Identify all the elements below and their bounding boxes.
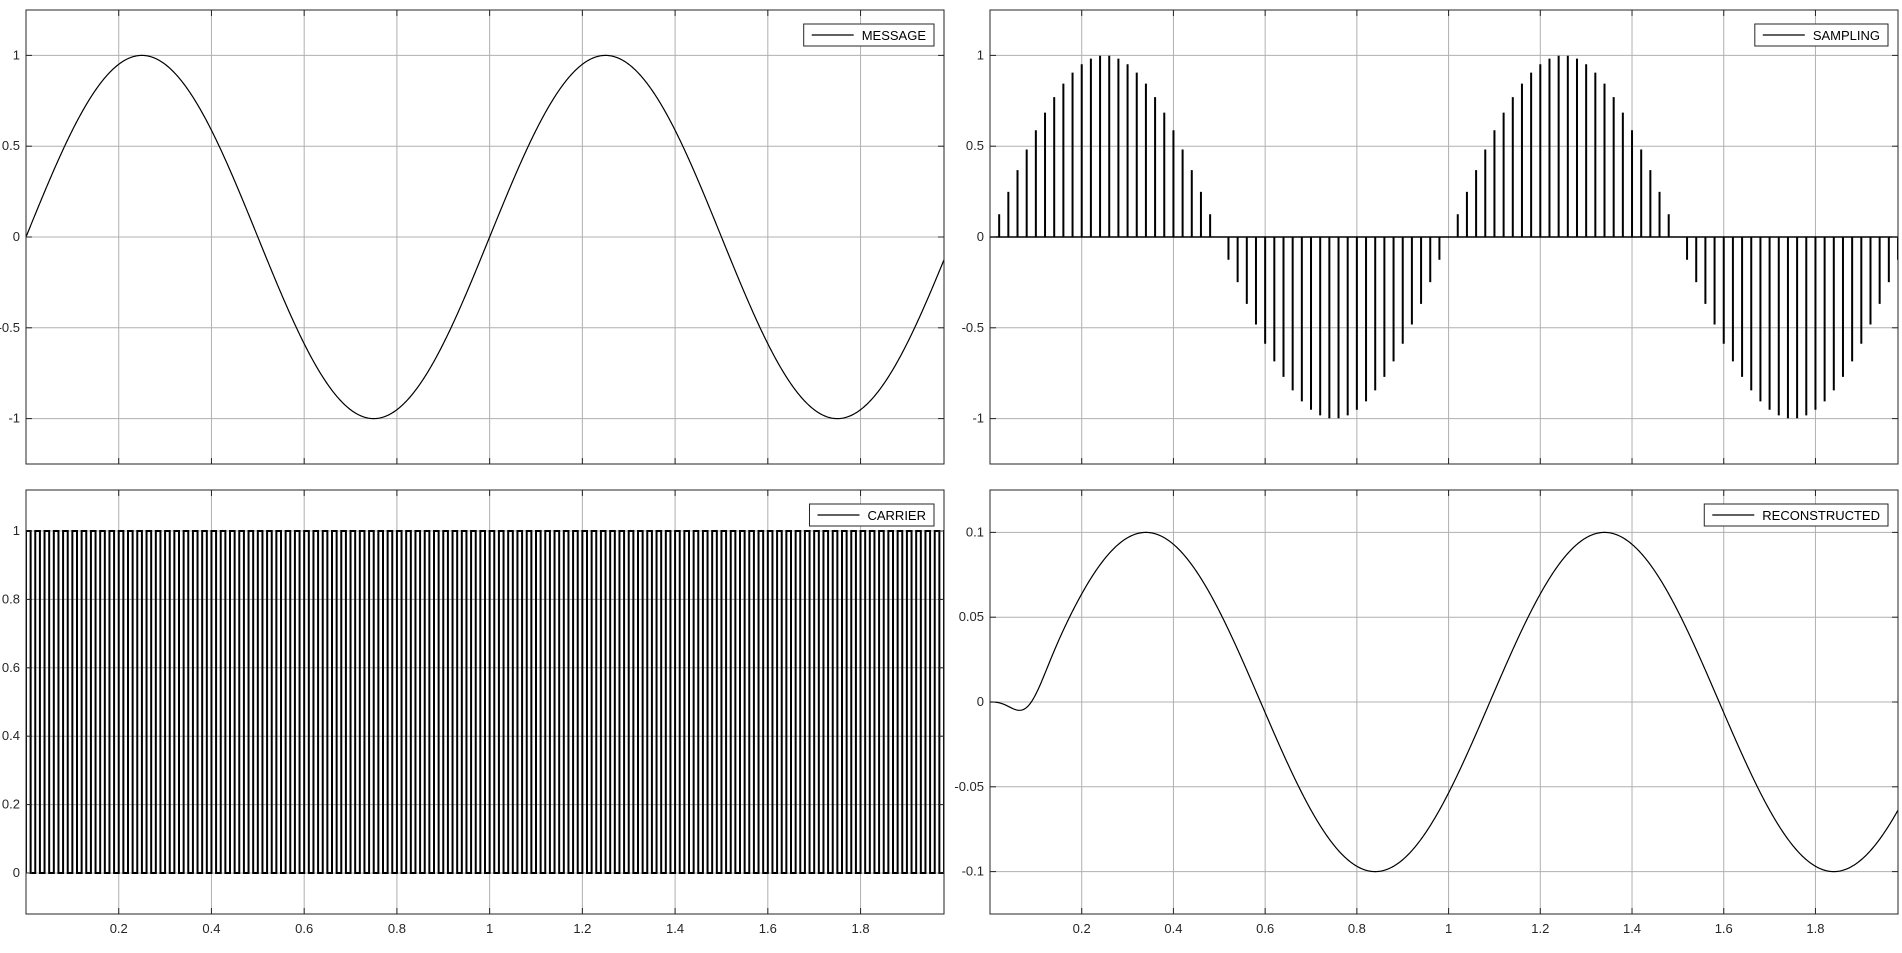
carrier-xtick-label: 0.8 (388, 921, 406, 936)
carrier-ytick-label: 0.6 (2, 660, 20, 675)
carrier-xtick-label: 0.4 (202, 921, 220, 936)
reconstructed-ytick-label: -0.05 (954, 779, 984, 794)
carrier-axes-frame (25, 489, 945, 915)
reconstructed-ytick-label: 0 (977, 694, 984, 709)
reconstructed-xtick-label: 0.4 (1164, 921, 1182, 936)
reconstructed-line (990, 531, 1898, 873)
carrier-legend: CARRIER (808, 503, 935, 527)
reconstructed-xtick-label: 1.2 (1531, 921, 1549, 936)
sampling-legend: SAMPLING (1754, 23, 1889, 47)
reconstructed-xtick-label: 1.6 (1715, 921, 1733, 936)
reconstructed-series (990, 531, 1898, 873)
message-ytick-label: -1 (8, 411, 20, 426)
carrier-ytick-label: 1 (13, 523, 20, 538)
reconstructed-xtick-label: 1.8 (1806, 921, 1824, 936)
message-ytick-label: 0 (13, 229, 20, 244)
reconstructed-xtick-label: 1 (1445, 921, 1452, 936)
sampling-ytick-label: 0 (977, 229, 984, 244)
carrier-xtick-label: 1.4 (666, 921, 684, 936)
message-ytick-label: 0.5 (2, 138, 20, 153)
reconstructed-xtick-label: 0.2 (1073, 921, 1091, 936)
sampling-axes: -1 -0.5 0 0.5 1 SAMPLING (962, 9, 1899, 465)
carrier-series (26, 530, 944, 874)
reconstructed-ytick-label: 0.05 (959, 609, 984, 624)
sampling-series (990, 55, 1898, 419)
message-ytick-label: -0.5 (0, 320, 20, 335)
carrier-axes: 0 0.2 0.4 0.6 0.8 1 0.2 0.4 0.6 0.8 1 1.2 1.4 1.6 1.8 C… (2, 489, 945, 936)
sampling-legend-label: SAMPLING (1813, 28, 1880, 43)
reconstructed-xtick-label: 0.8 (1348, 921, 1366, 936)
reconstructed-legend: RECONSTRUCTED (1703, 503, 1889, 527)
sampling-ytick-label: 1 (977, 47, 984, 62)
carrier-xtick-label: 1 (486, 921, 493, 936)
carrier-legend-label: CARRIER (867, 508, 926, 523)
reconstructed-legend-box (1703, 503, 1889, 527)
carrier-xtick-label: 0.2 (110, 921, 128, 936)
reconstructed-legend-label: RECONSTRUCTED (1762, 508, 1880, 523)
sampling-legend-box (1754, 23, 1889, 47)
message-axes: -1 -0.5 0 0.5 1 MESSAGE (0, 9, 945, 465)
carrier-pulse-train (26, 530, 944, 874)
message-line (26, 54, 944, 420)
sampling-ytick-label: -0.5 (962, 320, 984, 335)
carrier-ytick-label: 0.2 (2, 797, 20, 812)
carrier-legend-box (808, 503, 935, 527)
message-ytick-label: 1 (13, 47, 20, 62)
reconstructed-ytick-label: -0.1 (962, 864, 984, 879)
sampling-ytick-label: -1 (972, 411, 984, 426)
message-legend-box (803, 23, 935, 47)
reconstructed-axes: -0.1 -0.05 0 0.05 0.1 0.2 0.4 0.6 0.8 1 1.2 1.4 1.6 1… (954, 489, 1899, 936)
carrier-ytick-label: 0 (13, 865, 20, 880)
sampling-ytick-label: 0.5 (966, 138, 984, 153)
reconstructed-ytick-label: 0.1 (966, 524, 984, 539)
carrier-ytick-label: 0.8 (2, 591, 20, 606)
reconstructed-xtick-label: 0.6 (1256, 921, 1274, 936)
message-legend-label: MESSAGE (862, 28, 927, 43)
message-series (26, 54, 944, 420)
carrier-xtick-label: 0.6 (295, 921, 313, 936)
reconstructed-xtick-label: 1.4 (1623, 921, 1641, 936)
carrier-ytick-label: 0.4 (2, 728, 20, 743)
carrier-xtick-label: 1.6 (759, 921, 777, 936)
carrier-xtick-label: 1.8 (852, 921, 870, 936)
message-legend: MESSAGE (803, 23, 935, 47)
carrier-xtick-label: 1.2 (573, 921, 591, 936)
